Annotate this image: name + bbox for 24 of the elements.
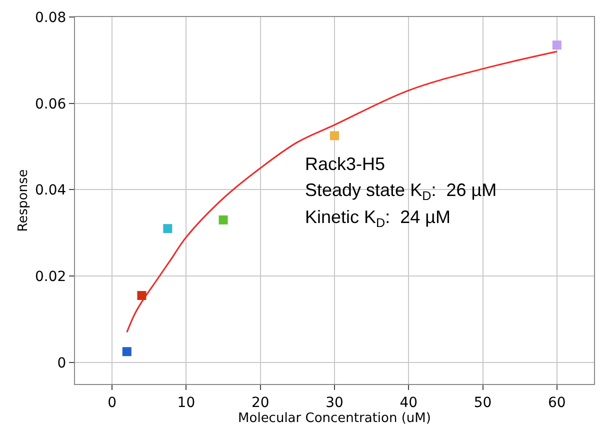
y-tick-label: 0.06 (35, 96, 66, 112)
y-axis-title: Response (16, 169, 31, 232)
y-tick-label: 0.02 (35, 268, 66, 285)
y-tick-label: 0 (57, 355, 66, 372)
x-tick-label: 30 (326, 394, 344, 411)
point (330, 131, 339, 140)
annotation: Steady state K$_{D}$: 26 µM (305, 180, 497, 203)
x-tick-label: 0 (108, 394, 117, 411)
annotation: Rack3-H5 (305, 154, 386, 174)
y-tick-label: 0.04 (35, 182, 66, 199)
point (122, 347, 132, 356)
line-series (126, 50, 558, 333)
x-tick-label: 40 (400, 394, 418, 411)
x-axis-title: Molecular Concentration (uM) (238, 410, 431, 426)
x-tick-label: 10 (177, 394, 196, 411)
x-tick-label: 50 (474, 394, 492, 411)
point (218, 215, 228, 224)
x-tick-label: 20 (251, 394, 270, 411)
point (137, 290, 146, 300)
annotation: Kinetic K$_{D}$: 24 µM (305, 207, 451, 230)
point (163, 224, 172, 234)
y-tick-label: 0.08 (35, 10, 66, 26)
x-tick-label: 60 (548, 394, 566, 411)
point (552, 40, 562, 50)
